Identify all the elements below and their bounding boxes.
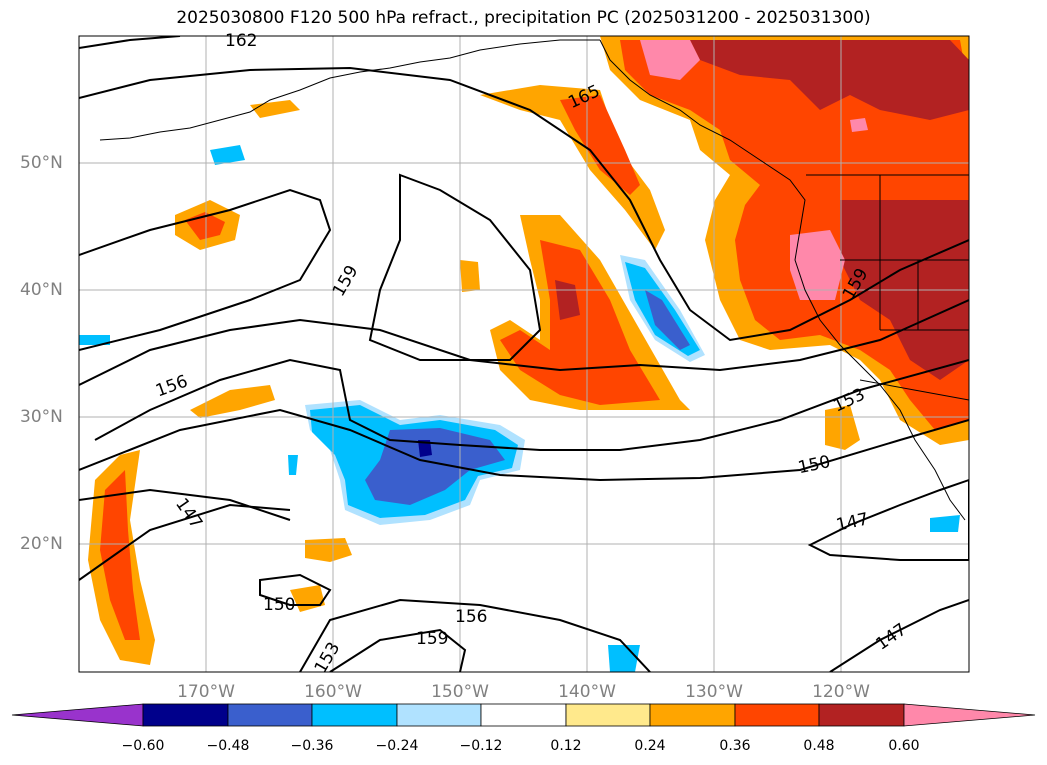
contour-label: 159 <box>329 262 363 300</box>
precip-area-left-strip-red <box>100 470 140 640</box>
colorbar-segment <box>649 703 736 727</box>
lat-label: 30°N <box>20 407 63 427</box>
contour-label: 162 <box>225 31 257 51</box>
colorbar-segment <box>227 703 313 727</box>
precip-area-pacific-mid <box>365 428 505 505</box>
lat-label: 50°N <box>20 153 63 173</box>
refractivity-contours <box>79 36 969 672</box>
precip-area-pink-cal2 <box>850 118 868 132</box>
precip-area-blue-small-4 <box>79 335 110 345</box>
precip-area-hawaii <box>305 538 352 562</box>
contour-label: 159 <box>416 629 448 649</box>
colorbar-segment <box>142 703 229 727</box>
precip-area-small-2 <box>460 260 480 292</box>
precip-area-pacific-deep <box>418 440 432 457</box>
colorbar-segment <box>734 703 820 727</box>
precip-area-blue-small-5 <box>288 455 298 475</box>
precip-area-trough-deep <box>645 290 690 350</box>
lon-label: 170°W <box>177 682 235 702</box>
colorbar-extend-high <box>903 703 1036 727</box>
colorbar-tick-label: 0.48 <box>803 738 835 754</box>
contour-label: 150 <box>263 595 295 615</box>
precip-area-alaska-small <box>250 100 300 118</box>
precip-area-ne-dark <box>690 40 969 120</box>
precip-area-blue-small-2 <box>930 515 960 532</box>
precip-area-pink-top <box>640 40 700 80</box>
colorbar-segment <box>311 703 398 727</box>
colorbar-tick-label: 0.60 <box>888 738 920 754</box>
precip-area-small-3 <box>825 405 860 450</box>
contour-label: 150 <box>796 452 832 478</box>
contour-label: 156 <box>455 607 487 627</box>
colorbar-tick-label: 0.36 <box>719 738 751 754</box>
precip-area-alaska-inner <box>560 95 640 195</box>
lat-label: 40°N <box>20 280 63 300</box>
precip-area-central-red <box>500 240 660 405</box>
lat-label: 20°N <box>20 534 63 554</box>
colorbar-extend-low <box>11 703 144 727</box>
plot-frame <box>78 35 970 673</box>
lon-label: 150°W <box>431 682 489 702</box>
colorbar-tick-label: 0.24 <box>634 738 666 754</box>
precip-area-blue-small-3 <box>608 645 640 672</box>
colorbar-tick-label: −0.60 <box>121 738 165 754</box>
colorbar-tick-label: −0.24 <box>375 738 419 754</box>
lon-label: 160°W <box>304 682 362 702</box>
colorbar-tick-label: 0.12 <box>550 738 582 754</box>
contour-label: 147 <box>834 509 870 535</box>
colorbar-segment <box>396 703 482 727</box>
coastlines <box>99 39 969 521</box>
colorbar-tick-label: −0.36 <box>290 738 334 754</box>
colorbar-segment <box>818 703 905 727</box>
colorbar-tick-label: −0.12 <box>459 738 503 754</box>
contour-label: 147 <box>171 495 206 533</box>
precip-area-blue-small-1 <box>210 145 245 165</box>
gridlines <box>79 36 969 672</box>
colorbar-segment <box>480 703 567 727</box>
lon-label: 140°W <box>558 682 616 702</box>
lon-label: 130°W <box>685 682 743 702</box>
contour-label: 156 <box>153 372 190 402</box>
colorbar <box>11 703 1036 727</box>
contour-label: 147 <box>872 620 910 655</box>
precip-area-pink-cal <box>790 230 845 300</box>
precip-fill-layer <box>79 36 969 672</box>
colorbar-tick-label: −0.48 <box>206 738 250 754</box>
precip-area-west-2 <box>190 385 275 418</box>
lon-label: 120°W <box>812 682 870 702</box>
colorbar-segment <box>565 703 651 727</box>
map-title: 2025030800 F120 500 hPa refract., precip… <box>176 8 871 28</box>
